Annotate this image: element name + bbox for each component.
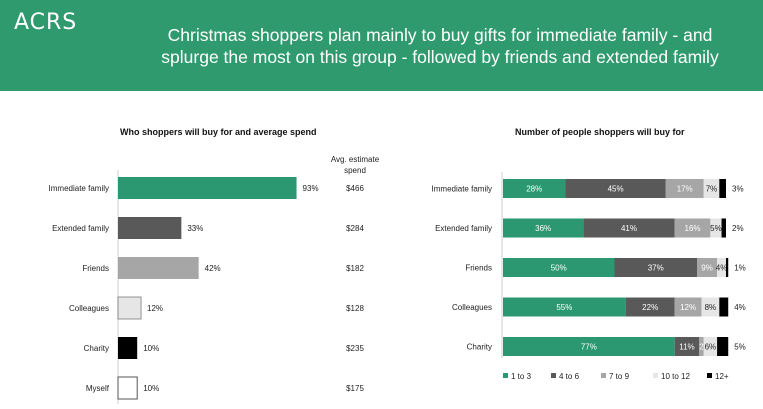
stacked-segment — [583, 218, 675, 238]
headline-line-2: splurge the most on this group - followe… — [161, 47, 719, 67]
stacked-segment-label: 17% — [677, 185, 693, 194]
right-chart-title: Number of people shoppers will buy for — [515, 127, 685, 137]
stacked-segment — [665, 179, 704, 198]
stacked-segment — [703, 337, 718, 356]
stacked-segment-label: 41% — [621, 224, 637, 233]
page-headline: Christmas shoppers plan mainly to buy gi… — [120, 24, 760, 68]
legend-swatch — [503, 373, 508, 378]
left-bar — [118, 217, 182, 239]
stacked-segment-label: 4% — [734, 303, 746, 312]
stacked-segment-label: 9% — [701, 264, 713, 273]
avg-spend-value: $284 — [346, 224, 364, 233]
stacked-segment-label: 28% — [526, 185, 542, 194]
left-bar — [118, 177, 297, 199]
left-category-label: Colleagues — [69, 304, 109, 313]
left-value-label: 42% — [205, 264, 221, 273]
right-category-label: Extended family — [435, 224, 492, 233]
right-category-label: Charity — [467, 343, 492, 352]
legend-swatch — [601, 373, 606, 378]
stacked-segment-label: 2 — [699, 343, 704, 352]
legend-label: 12+ — [715, 372, 729, 381]
stacked-segment — [701, 297, 720, 317]
stacked-segment-label: 1% — [734, 264, 746, 273]
stacked-segment — [625, 297, 675, 317]
legend-label: 1 to 3 — [511, 372, 532, 381]
stacked-segment — [674, 297, 702, 317]
legend-label: 7 to 9 — [609, 372, 630, 381]
stacked-segment-label: 5% — [710, 224, 722, 233]
left-value-label: 33% — [187, 224, 203, 233]
avg-spend-value: $235 — [346, 344, 364, 353]
stacked-segment-label: 36% — [535, 224, 551, 233]
stacked-segment — [503, 179, 566, 198]
spend-header-line-2: spend — [344, 166, 366, 175]
stacked-segment-label: 22% — [642, 303, 658, 312]
left-category-label: Myself — [86, 384, 110, 393]
avg-spend-value: $182 — [346, 264, 364, 273]
stacked-segment — [503, 297, 626, 317]
stacked-segment — [703, 179, 720, 198]
legend-swatch — [653, 373, 658, 378]
stacked-segment — [719, 179, 726, 198]
stacked-segment — [697, 258, 718, 277]
stacked-segment — [503, 218, 584, 238]
left-value-label: 12% — [147, 304, 163, 313]
headline-line-1: Christmas shoppers plan mainly to buy gi… — [167, 25, 713, 45]
stacked-segment-label: 6% — [705, 343, 717, 352]
stacked-segment — [614, 258, 698, 277]
stacked-segment — [699, 337, 704, 356]
spend-header-line-1: Avg. estimate — [331, 155, 380, 164]
stacked-segment — [503, 258, 615, 277]
stacked-segment-label: 5% — [734, 343, 746, 352]
stacked-segment-label: 16% — [685, 224, 701, 233]
left-chart-title: Who shoppers will buy for and average sp… — [120, 127, 317, 137]
stacked-segment — [565, 179, 666, 198]
left-category-label: Immediate family — [49, 184, 109, 193]
stacked-segment — [503, 337, 675, 356]
header-banner: ACRS Christmas shoppers plan mainly to b… — [0, 0, 763, 91]
stacked-segment-label: 7% — [706, 185, 718, 194]
left-category-label: Extended family — [52, 224, 109, 233]
stacked-segment-label: 4% — [716, 264, 728, 273]
left-bar — [117, 376, 138, 400]
stacked-segment-label: 37% — [648, 264, 664, 273]
stacked-segment-label: 77% — [581, 343, 597, 352]
left-bar — [118, 257, 199, 279]
stacked-segment-label: 45% — [608, 185, 624, 194]
stacked-segment — [710, 218, 722, 238]
legend-swatch — [551, 373, 556, 378]
right-category-label: Colleagues — [452, 303, 492, 312]
stacked-segment-label: 3% — [732, 185, 744, 194]
legend-label: 10 to 12 — [661, 372, 690, 381]
stacked-segment-label: 55% — [556, 303, 572, 312]
legend-swatch — [707, 373, 712, 378]
stacked-segment-label: 12% — [680, 303, 696, 312]
left-value-label: 10% — [143, 344, 159, 353]
stacked-segment-label: 8% — [705, 303, 717, 312]
right-category-label: Friends — [465, 264, 492, 273]
legend-label: 4 to 6 — [559, 372, 580, 381]
stacked-segment — [674, 218, 711, 238]
stacked-segment-label: 50% — [551, 264, 567, 273]
left-value-label: 93% — [303, 184, 319, 193]
stacked-segment — [717, 258, 726, 277]
avg-spend-value: $128 — [346, 304, 364, 313]
stacked-segment — [719, 297, 729, 317]
acrs-logo: ACRS — [14, 10, 78, 35]
left-bar — [118, 337, 138, 359]
stacked-segment-label: 2% — [732, 224, 744, 233]
left-category-label: Charity — [84, 344, 109, 353]
stacked-segment — [726, 258, 729, 277]
stacked-segment — [721, 218, 726, 238]
left-category-label: Friends — [82, 264, 109, 273]
avg-spend-value: $466 — [346, 184, 364, 193]
left-value-label: 10% — [143, 384, 159, 393]
stacked-segment-label: 11% — [679, 343, 694, 352]
avg-spend-value: $175 — [346, 384, 364, 393]
right-category-label: Immediate family — [432, 185, 492, 194]
stacked-segment — [717, 337, 729, 356]
left-bar — [117, 296, 142, 320]
stacked-segment — [674, 337, 700, 356]
